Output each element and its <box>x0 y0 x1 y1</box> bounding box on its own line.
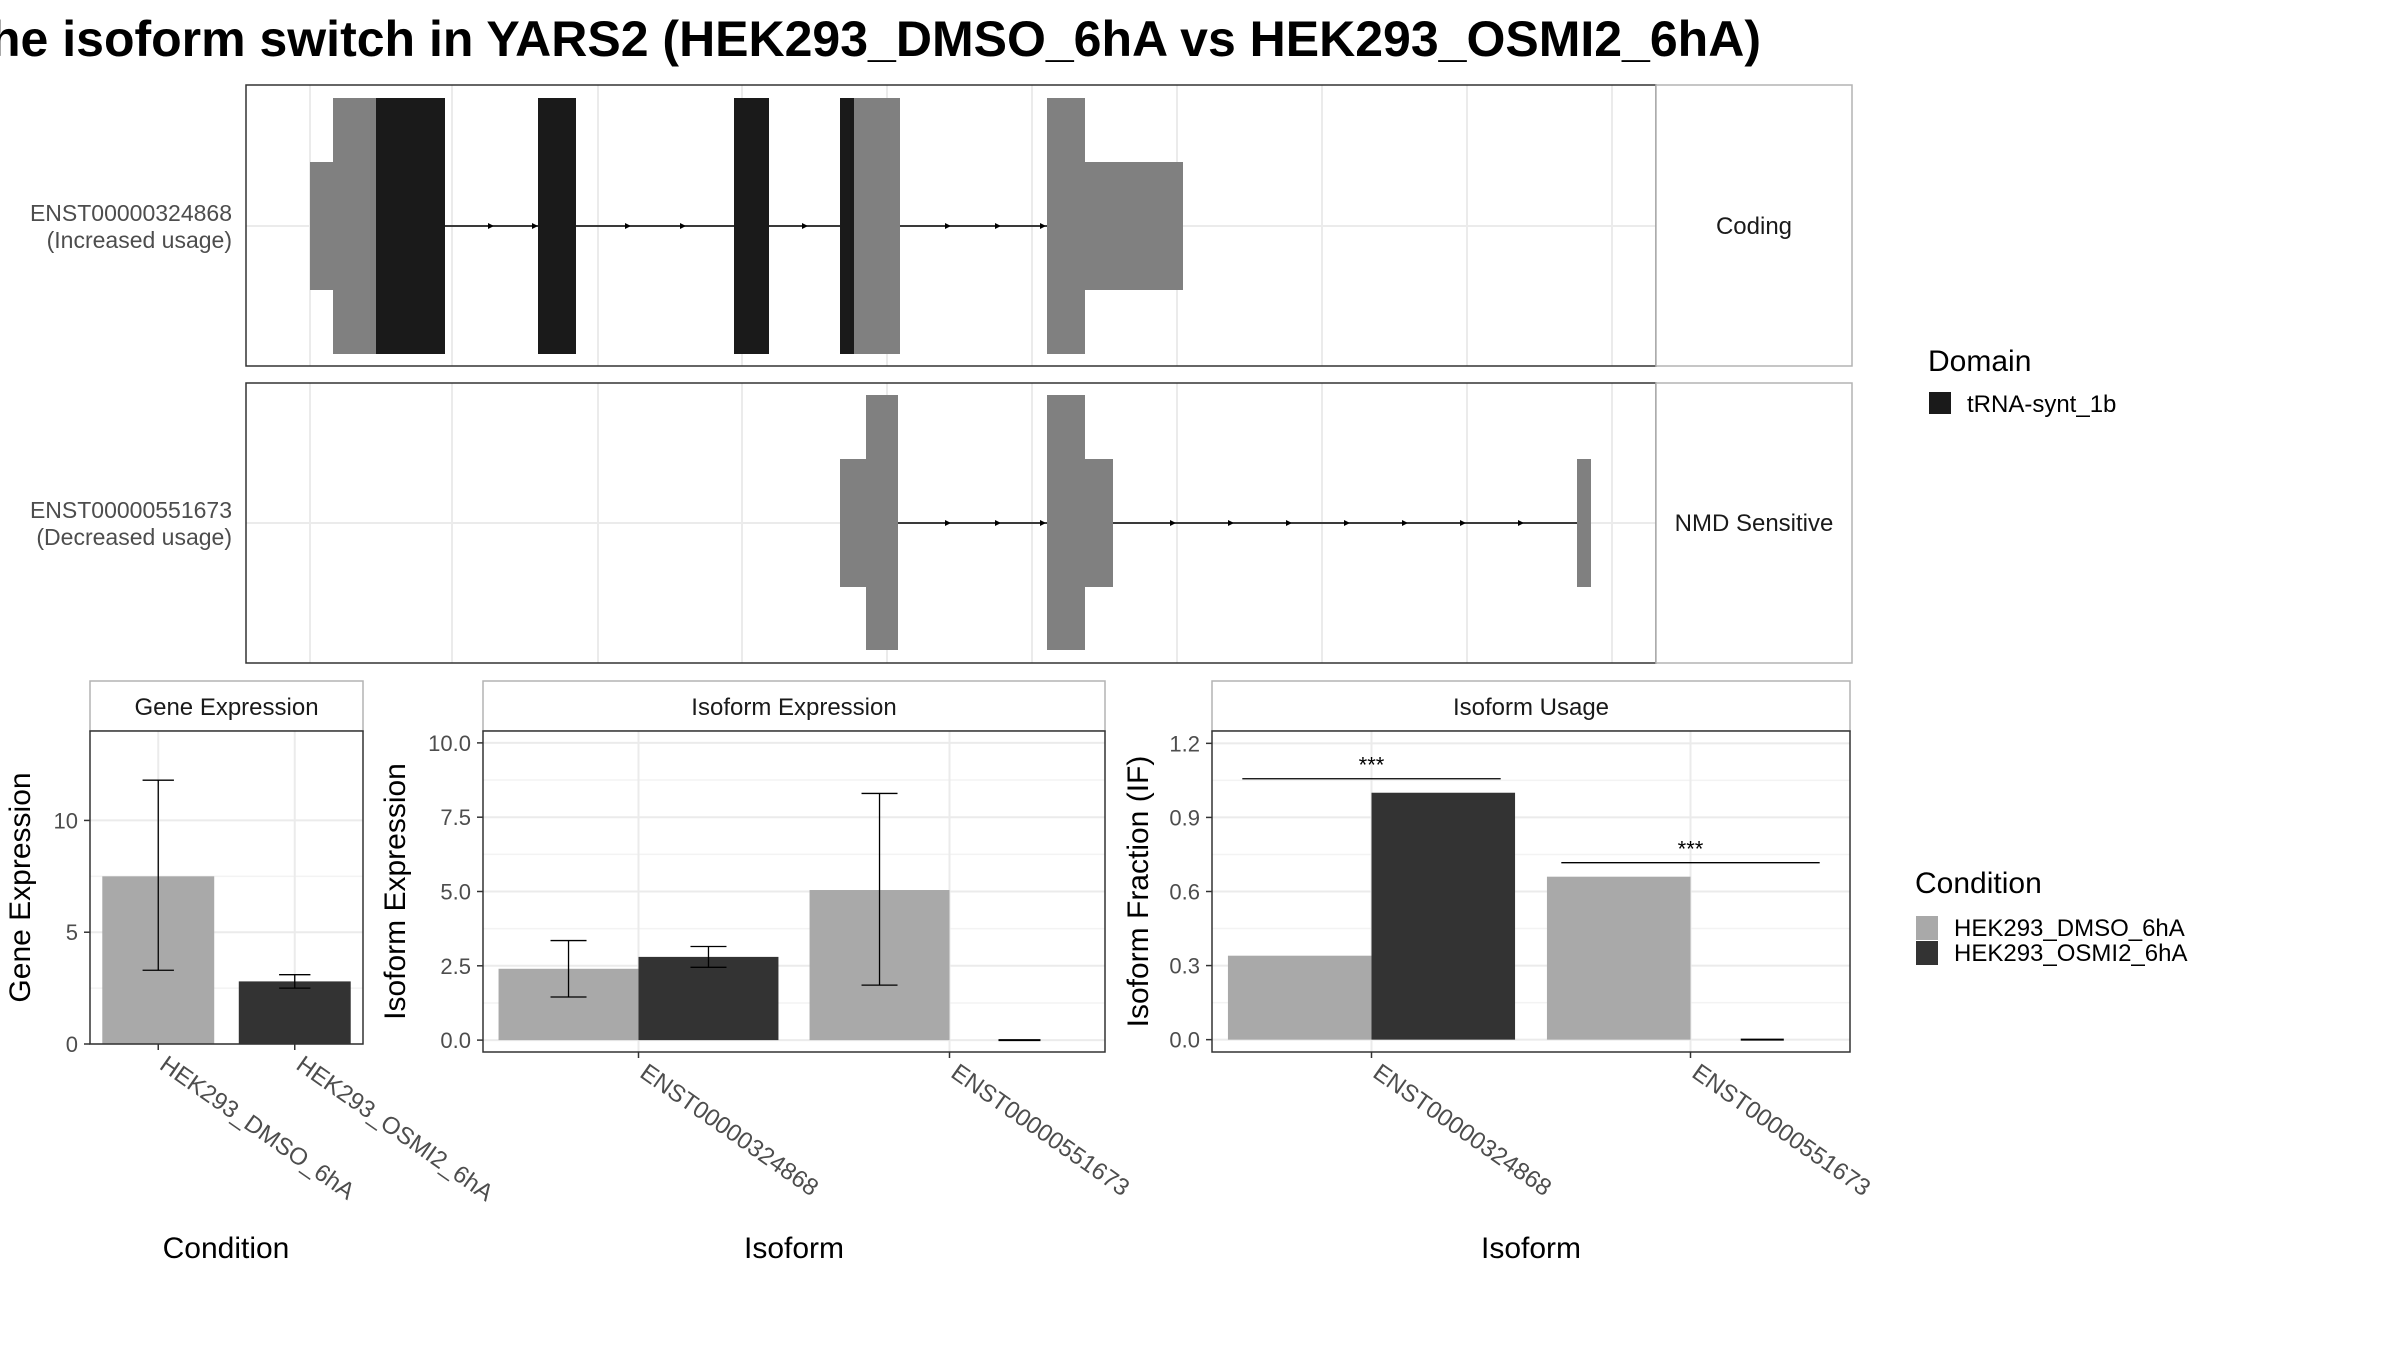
strip-label: Coding <box>1716 213 1792 240</box>
y-tick-label: 2.5 <box>440 954 471 979</box>
intron-arrows <box>945 520 1524 526</box>
utr-exon <box>840 459 868 587</box>
significance-label: *** <box>1678 837 1704 862</box>
transcript-usage-label: (Increased usage) <box>47 227 232 253</box>
exon <box>333 98 378 354</box>
x-axis-title: Isoform <box>744 1232 844 1265</box>
panel-border <box>1211 730 1851 1053</box>
strip-label: Gene Expression <box>134 694 318 721</box>
legend-key <box>1916 941 1938 965</box>
domain-exon <box>376 98 445 354</box>
panel-strip <box>1655 382 1853 664</box>
utr-exon <box>1577 459 1591 587</box>
bar <box>638 956 779 1041</box>
legend-title: Condition <box>1915 867 2042 900</box>
bar <box>1371 792 1516 1040</box>
x-axis-title: Condition <box>163 1232 290 1265</box>
exon <box>1047 395 1085 650</box>
panel-border <box>89 730 364 1045</box>
transcript-panel-coding: Coding ENST00000324868 (Increased usage) <box>30 84 1853 367</box>
legend-label: HEK293_DMSO_6hA <box>1954 915 2185 942</box>
y-tick-label: 0.0 <box>1169 1028 1200 1053</box>
x-axis-title: Isoform <box>1481 1232 1581 1265</box>
transcript-panel-nmd: NMD Sensitive ENST00000551673 (Decreased… <box>30 382 1853 664</box>
panel-strip <box>482 680 1106 732</box>
strip-label: Isoform Expression <box>691 694 896 721</box>
y-tick-label: 10 <box>54 808 78 833</box>
y-axis-title: Gene Expression <box>4 772 37 1002</box>
y-tick-label: 5 <box>66 920 78 945</box>
domain-exon <box>840 98 854 354</box>
y-tick-label: 0.0 <box>440 1028 471 1053</box>
legend-key <box>1929 392 1951 414</box>
x-tick-label: ENST00000551673 <box>1687 1059 1875 1202</box>
isoform-expression-chart: Isoform Expression 0.0 2.5 5.0 7.5 10.0 ENST00… <box>379 680 1134 1265</box>
y-tick-label: 0.6 <box>1169 880 1200 905</box>
isoform-usage-chart: Isoform Usage 0.0 0.3 0.6 0.9 1.2 *** ENST00000… <box>1122 680 1875 1265</box>
y-tick-label: 5.0 <box>440 880 471 905</box>
x-tick-label: ENST00000324868 <box>635 1059 823 1202</box>
legend-title: Domain <box>1928 345 2031 378</box>
exon <box>1047 98 1085 354</box>
legend-label: tRNA-synt_1b <box>1967 391 2116 418</box>
panel-strip <box>1655 84 1853 367</box>
bar <box>1546 876 1691 1040</box>
x-tick-label: ENST00000324868 <box>1368 1059 1556 1202</box>
transcript-id-label: ENST00000551673 <box>30 497 232 523</box>
significance-label: *** <box>1359 753 1385 778</box>
exon <box>866 395 898 650</box>
transcript-usage-label: (Decreased usage) <box>36 524 232 550</box>
domain-exon <box>734 98 769 354</box>
utr-exon <box>310 162 335 290</box>
domain-exon <box>538 98 576 354</box>
exon <box>854 98 900 354</box>
strip-label: NMD Sensitive <box>1675 510 1834 537</box>
transcript-id-label: ENST00000324868 <box>30 200 232 226</box>
y-axis-title: Isoform Expression <box>379 763 412 1020</box>
x-tick-label: ENST00000551673 <box>946 1059 1134 1202</box>
legend-key <box>1916 916 1938 940</box>
y-tick-label: 0 <box>66 1032 78 1057</box>
y-tick-label: 7.5 <box>440 805 471 830</box>
plot-title: he isoform switch in YARS2 (HEK293_DMSO_… <box>0 11 1761 67</box>
panel-strip <box>1211 680 1851 732</box>
y-axis-title: Isoform Fraction (IF) <box>1122 756 1155 1028</box>
panel-border <box>482 730 1106 1053</box>
domain-legend: Domain tRNA-synt_1b <box>1928 345 2116 418</box>
strip-label: Isoform Usage <box>1453 694 1609 721</box>
panel-strip <box>89 680 364 732</box>
bar <box>1227 955 1372 1040</box>
bar <box>238 981 351 1044</box>
y-tick-label: 0.3 <box>1169 954 1200 979</box>
gene-expression-chart: Gene Expression0510HEK293_DMSO_6hAHEK293… <box>4 680 498 1265</box>
legend-label: HEK293_OSMI2_6hA <box>1954 940 2187 967</box>
y-tick-label: 10.0 <box>428 731 471 756</box>
utr-exon <box>1083 162 1183 290</box>
condition-legend: Condition HEK293_DMSO_6hA HEK293_OSMI2_6… <box>1915 867 2187 967</box>
utr-exon <box>1083 459 1113 587</box>
y-tick-label: 1.2 <box>1169 731 1200 756</box>
y-tick-label: 0.9 <box>1169 805 1200 830</box>
